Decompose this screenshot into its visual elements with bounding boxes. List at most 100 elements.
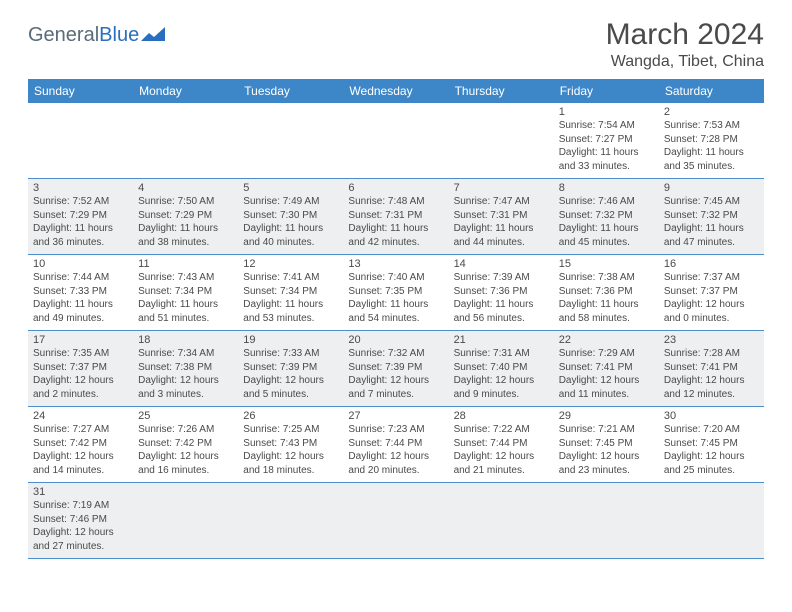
day-info-line: Sunset: 7:36 PM: [454, 285, 549, 299]
day-info-line: and 12 minutes.: [664, 388, 759, 402]
day-info-line: Sunset: 7:43 PM: [243, 437, 338, 451]
day-cell: 9Sunrise: 7:45 AMSunset: 7:32 PMDaylight…: [659, 179, 764, 255]
day-info-line: Daylight: 11 hours: [33, 298, 128, 312]
page: GeneralBlue March 2024 Wangda, Tibet, Ch…: [0, 0, 792, 569]
empty-cell: [343, 483, 448, 559]
logo-text-2: Blue: [99, 24, 139, 47]
day-info-line: and 27 minutes.: [33, 540, 128, 554]
day-cell: 13Sunrise: 7:40 AMSunset: 7:35 PMDayligh…: [343, 255, 448, 331]
day-info-line: and 58 minutes.: [559, 312, 654, 326]
day-info-line: Daylight: 12 hours: [348, 374, 443, 388]
weeks-container: 1Sunrise: 7:54 AMSunset: 7:27 PMDaylight…: [28, 103, 764, 559]
week-row: 24Sunrise: 7:27 AMSunset: 7:42 PMDayligh…: [28, 407, 764, 483]
day-info-line: and 7 minutes.: [348, 388, 443, 402]
day-info-line: Sunrise: 7:41 AM: [243, 271, 338, 285]
day-header-cell: Thursday: [449, 79, 554, 103]
day-info-line: Sunset: 7:39 PM: [243, 361, 338, 375]
day-info-line: Sunset: 7:28 PM: [664, 133, 759, 147]
day-cell: 7Sunrise: 7:47 AMSunset: 7:31 PMDaylight…: [449, 179, 554, 255]
day-info-line: and 11 minutes.: [559, 388, 654, 402]
day-info-line: Sunrise: 7:26 AM: [138, 423, 233, 437]
day-number: 10: [33, 258, 128, 270]
day-header-cell: Sunday: [28, 79, 133, 103]
day-cell: 8Sunrise: 7:46 AMSunset: 7:32 PMDaylight…: [554, 179, 659, 255]
empty-cell: [449, 103, 554, 179]
day-cell: 29Sunrise: 7:21 AMSunset: 7:45 PMDayligh…: [554, 407, 659, 483]
empty-cell: [449, 483, 554, 559]
day-info-line: Sunset: 7:45 PM: [664, 437, 759, 451]
day-info-line: Sunset: 7:29 PM: [33, 209, 128, 223]
empty-cell: [28, 103, 133, 179]
day-cell: 28Sunrise: 7:22 AMSunset: 7:44 PMDayligh…: [449, 407, 554, 483]
day-info-line: and 42 minutes.: [348, 236, 443, 250]
day-number: 22: [559, 334, 654, 346]
day-header-cell: Monday: [133, 79, 238, 103]
day-info-line: Daylight: 11 hours: [664, 146, 759, 160]
day-info-line: Sunrise: 7:33 AM: [243, 347, 338, 361]
day-info-line: Daylight: 11 hours: [243, 298, 338, 312]
day-number: 27: [348, 410, 443, 422]
day-number: 26: [243, 410, 338, 422]
day-info-line: Sunrise: 7:54 AM: [559, 119, 654, 133]
day-info-line: Daylight: 12 hours: [664, 298, 759, 312]
day-info-line: Sunset: 7:44 PM: [348, 437, 443, 451]
day-info-line: Sunset: 7:34 PM: [138, 285, 233, 299]
day-info-line: Sunset: 7:31 PM: [348, 209, 443, 223]
day-info-line: and 36 minutes.: [33, 236, 128, 250]
day-number: 29: [559, 410, 654, 422]
day-info-line: and 0 minutes.: [664, 312, 759, 326]
day-info-line: and 23 minutes.: [559, 464, 654, 478]
day-info-line: Daylight: 12 hours: [33, 450, 128, 464]
day-info-line: and 47 minutes.: [664, 236, 759, 250]
day-number: 15: [559, 258, 654, 270]
day-info-line: Daylight: 11 hours: [138, 222, 233, 236]
day-cell: 22Sunrise: 7:29 AMSunset: 7:41 PMDayligh…: [554, 331, 659, 407]
day-info-line: and 38 minutes.: [138, 236, 233, 250]
day-info-line: Daylight: 12 hours: [559, 374, 654, 388]
week-row: 10Sunrise: 7:44 AMSunset: 7:33 PMDayligh…: [28, 255, 764, 331]
day-info-line: and 2 minutes.: [33, 388, 128, 402]
day-info-line: and 14 minutes.: [33, 464, 128, 478]
day-cell: 11Sunrise: 7:43 AMSunset: 7:34 PMDayligh…: [133, 255, 238, 331]
logo-text-1: General: [28, 24, 99, 47]
day-info-line: and 40 minutes.: [243, 236, 338, 250]
day-info-line: Sunrise: 7:29 AM: [559, 347, 654, 361]
day-cell: 4Sunrise: 7:50 AMSunset: 7:29 PMDaylight…: [133, 179, 238, 255]
day-number: 2: [664, 106, 759, 118]
header: GeneralBlue March 2024 Wangda, Tibet, Ch…: [28, 18, 764, 71]
day-info-line: Sunrise: 7:23 AM: [348, 423, 443, 437]
day-info-line: Daylight: 11 hours: [138, 298, 233, 312]
day-cell: 18Sunrise: 7:34 AMSunset: 7:38 PMDayligh…: [133, 331, 238, 407]
day-info-line: Daylight: 11 hours: [664, 222, 759, 236]
day-info-line: Sunrise: 7:19 AM: [33, 499, 128, 513]
day-info-line: Sunrise: 7:22 AM: [454, 423, 549, 437]
day-header-cell: Tuesday: [238, 79, 343, 103]
day-info-line: Daylight: 11 hours: [454, 298, 549, 312]
empty-cell: [133, 483, 238, 559]
day-info-line: Daylight: 12 hours: [454, 374, 549, 388]
day-info-line: and 44 minutes.: [454, 236, 549, 250]
day-number: 16: [664, 258, 759, 270]
day-info-line: Sunset: 7:31 PM: [454, 209, 549, 223]
day-cell: 20Sunrise: 7:32 AMSunset: 7:39 PMDayligh…: [343, 331, 448, 407]
day-info-line: Sunset: 7:30 PM: [243, 209, 338, 223]
day-info-line: Sunrise: 7:34 AM: [138, 347, 233, 361]
empty-cell: [238, 103, 343, 179]
day-number: 21: [454, 334, 549, 346]
day-info-line: Sunset: 7:34 PM: [243, 285, 338, 299]
day-number: 8: [559, 182, 654, 194]
day-header-cell: Saturday: [659, 79, 764, 103]
day-number: 31: [33, 486, 128, 498]
day-number: 18: [138, 334, 233, 346]
day-info-line: Daylight: 12 hours: [243, 374, 338, 388]
day-info-line: and 56 minutes.: [454, 312, 549, 326]
day-number: 5: [243, 182, 338, 194]
day-info-line: Sunset: 7:46 PM: [33, 513, 128, 527]
day-info-line: Sunset: 7:32 PM: [559, 209, 654, 223]
day-info-line: and 33 minutes.: [559, 160, 654, 174]
day-cell: 10Sunrise: 7:44 AMSunset: 7:33 PMDayligh…: [28, 255, 133, 331]
day-cell: 3Sunrise: 7:52 AMSunset: 7:29 PMDaylight…: [28, 179, 133, 255]
day-number: 1: [559, 106, 654, 118]
day-info-line: Sunrise: 7:20 AM: [664, 423, 759, 437]
day-info-line: Daylight: 11 hours: [559, 146, 654, 160]
